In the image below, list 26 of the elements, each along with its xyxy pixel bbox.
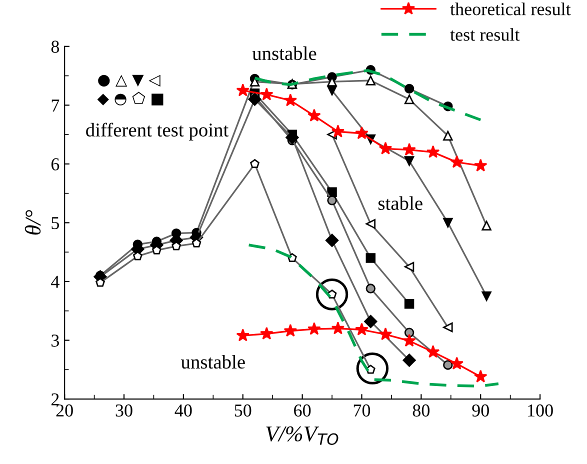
annotation: unstable [181,354,245,369]
y-tick-label: 3 [52,334,60,347]
x-tick-label: 40 [174,404,192,417]
x-tick-label: 100 [528,404,553,417]
y-tick-label: 8 [51,40,60,53]
y-axis-title: θ/° [24,210,41,235]
x-tick-label: 50 [234,404,252,417]
annotation: ● △ ▼ ◁ [98,74,160,87]
x-tick-label: 80 [412,404,430,417]
x-tick-label: 70 [354,404,370,417]
x-axis-title: V/%V$_{TO}$ [266,426,338,446]
annotation: stable [378,196,422,210]
y-tick-label: 4 [51,276,60,288]
y-tick-label: 5 [52,217,60,230]
legend-label: test result [450,28,520,41]
y-tick-label: 2 [51,393,59,406]
x-tick-label: 20 [56,404,73,417]
annotation: unstable [252,46,316,60]
x-tick-label: 30 [116,404,132,417]
x-tick-label: 60 [294,404,311,417]
x-tick-label: 90 [472,404,489,417]
annotation: ◆ ◓ ⬠ ■ [97,92,164,106]
annotation: different test point [86,122,229,141]
y-tick-label: 6 [51,158,60,170]
y-tick-label: 7 [52,100,60,112]
legend-label: theoretical result [450,2,571,16]
